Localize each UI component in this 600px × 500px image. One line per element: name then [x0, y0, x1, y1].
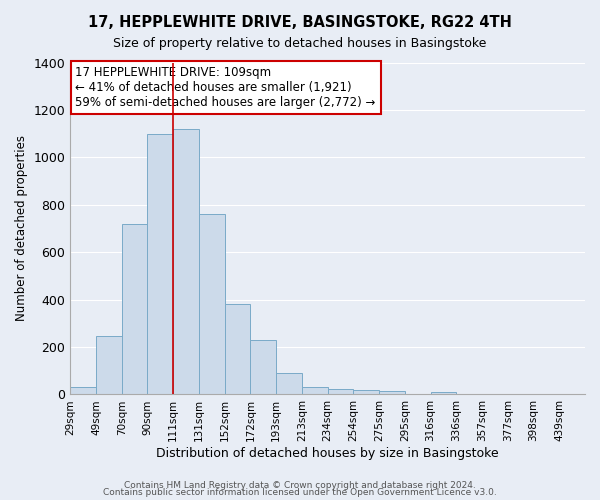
Bar [148, 134, 173, 394]
X-axis label: Distribution of detached houses by size in Basingstoke: Distribution of detached houses by size … [157, 447, 499, 460]
Bar [250, 340, 276, 394]
Text: Contains public sector information licensed under the Open Government Licence v3: Contains public sector information licen… [103, 488, 497, 497]
Bar [70, 388, 96, 394]
Bar [173, 129, 199, 394]
Bar [225, 304, 250, 394]
Bar [199, 214, 225, 394]
Bar [328, 389, 353, 394]
Y-axis label: Number of detached properties: Number of detached properties [15, 136, 28, 322]
Text: Contains HM Land Registry data © Crown copyright and database right 2024.: Contains HM Land Registry data © Crown c… [124, 480, 476, 490]
Bar [431, 392, 457, 394]
Bar [353, 390, 379, 394]
Text: 17 HEPPLEWHITE DRIVE: 109sqm
← 41% of detached houses are smaller (1,921)
59% of: 17 HEPPLEWHITE DRIVE: 109sqm ← 41% of de… [76, 66, 376, 109]
Bar [302, 388, 328, 394]
Text: 17, HEPPLEWHITE DRIVE, BASINGSTOKE, RG22 4TH: 17, HEPPLEWHITE DRIVE, BASINGSTOKE, RG22… [88, 15, 512, 30]
Text: Size of property relative to detached houses in Basingstoke: Size of property relative to detached ho… [113, 38, 487, 51]
Bar [379, 391, 405, 394]
Bar [122, 224, 148, 394]
Bar [96, 336, 122, 394]
Bar [276, 373, 302, 394]
